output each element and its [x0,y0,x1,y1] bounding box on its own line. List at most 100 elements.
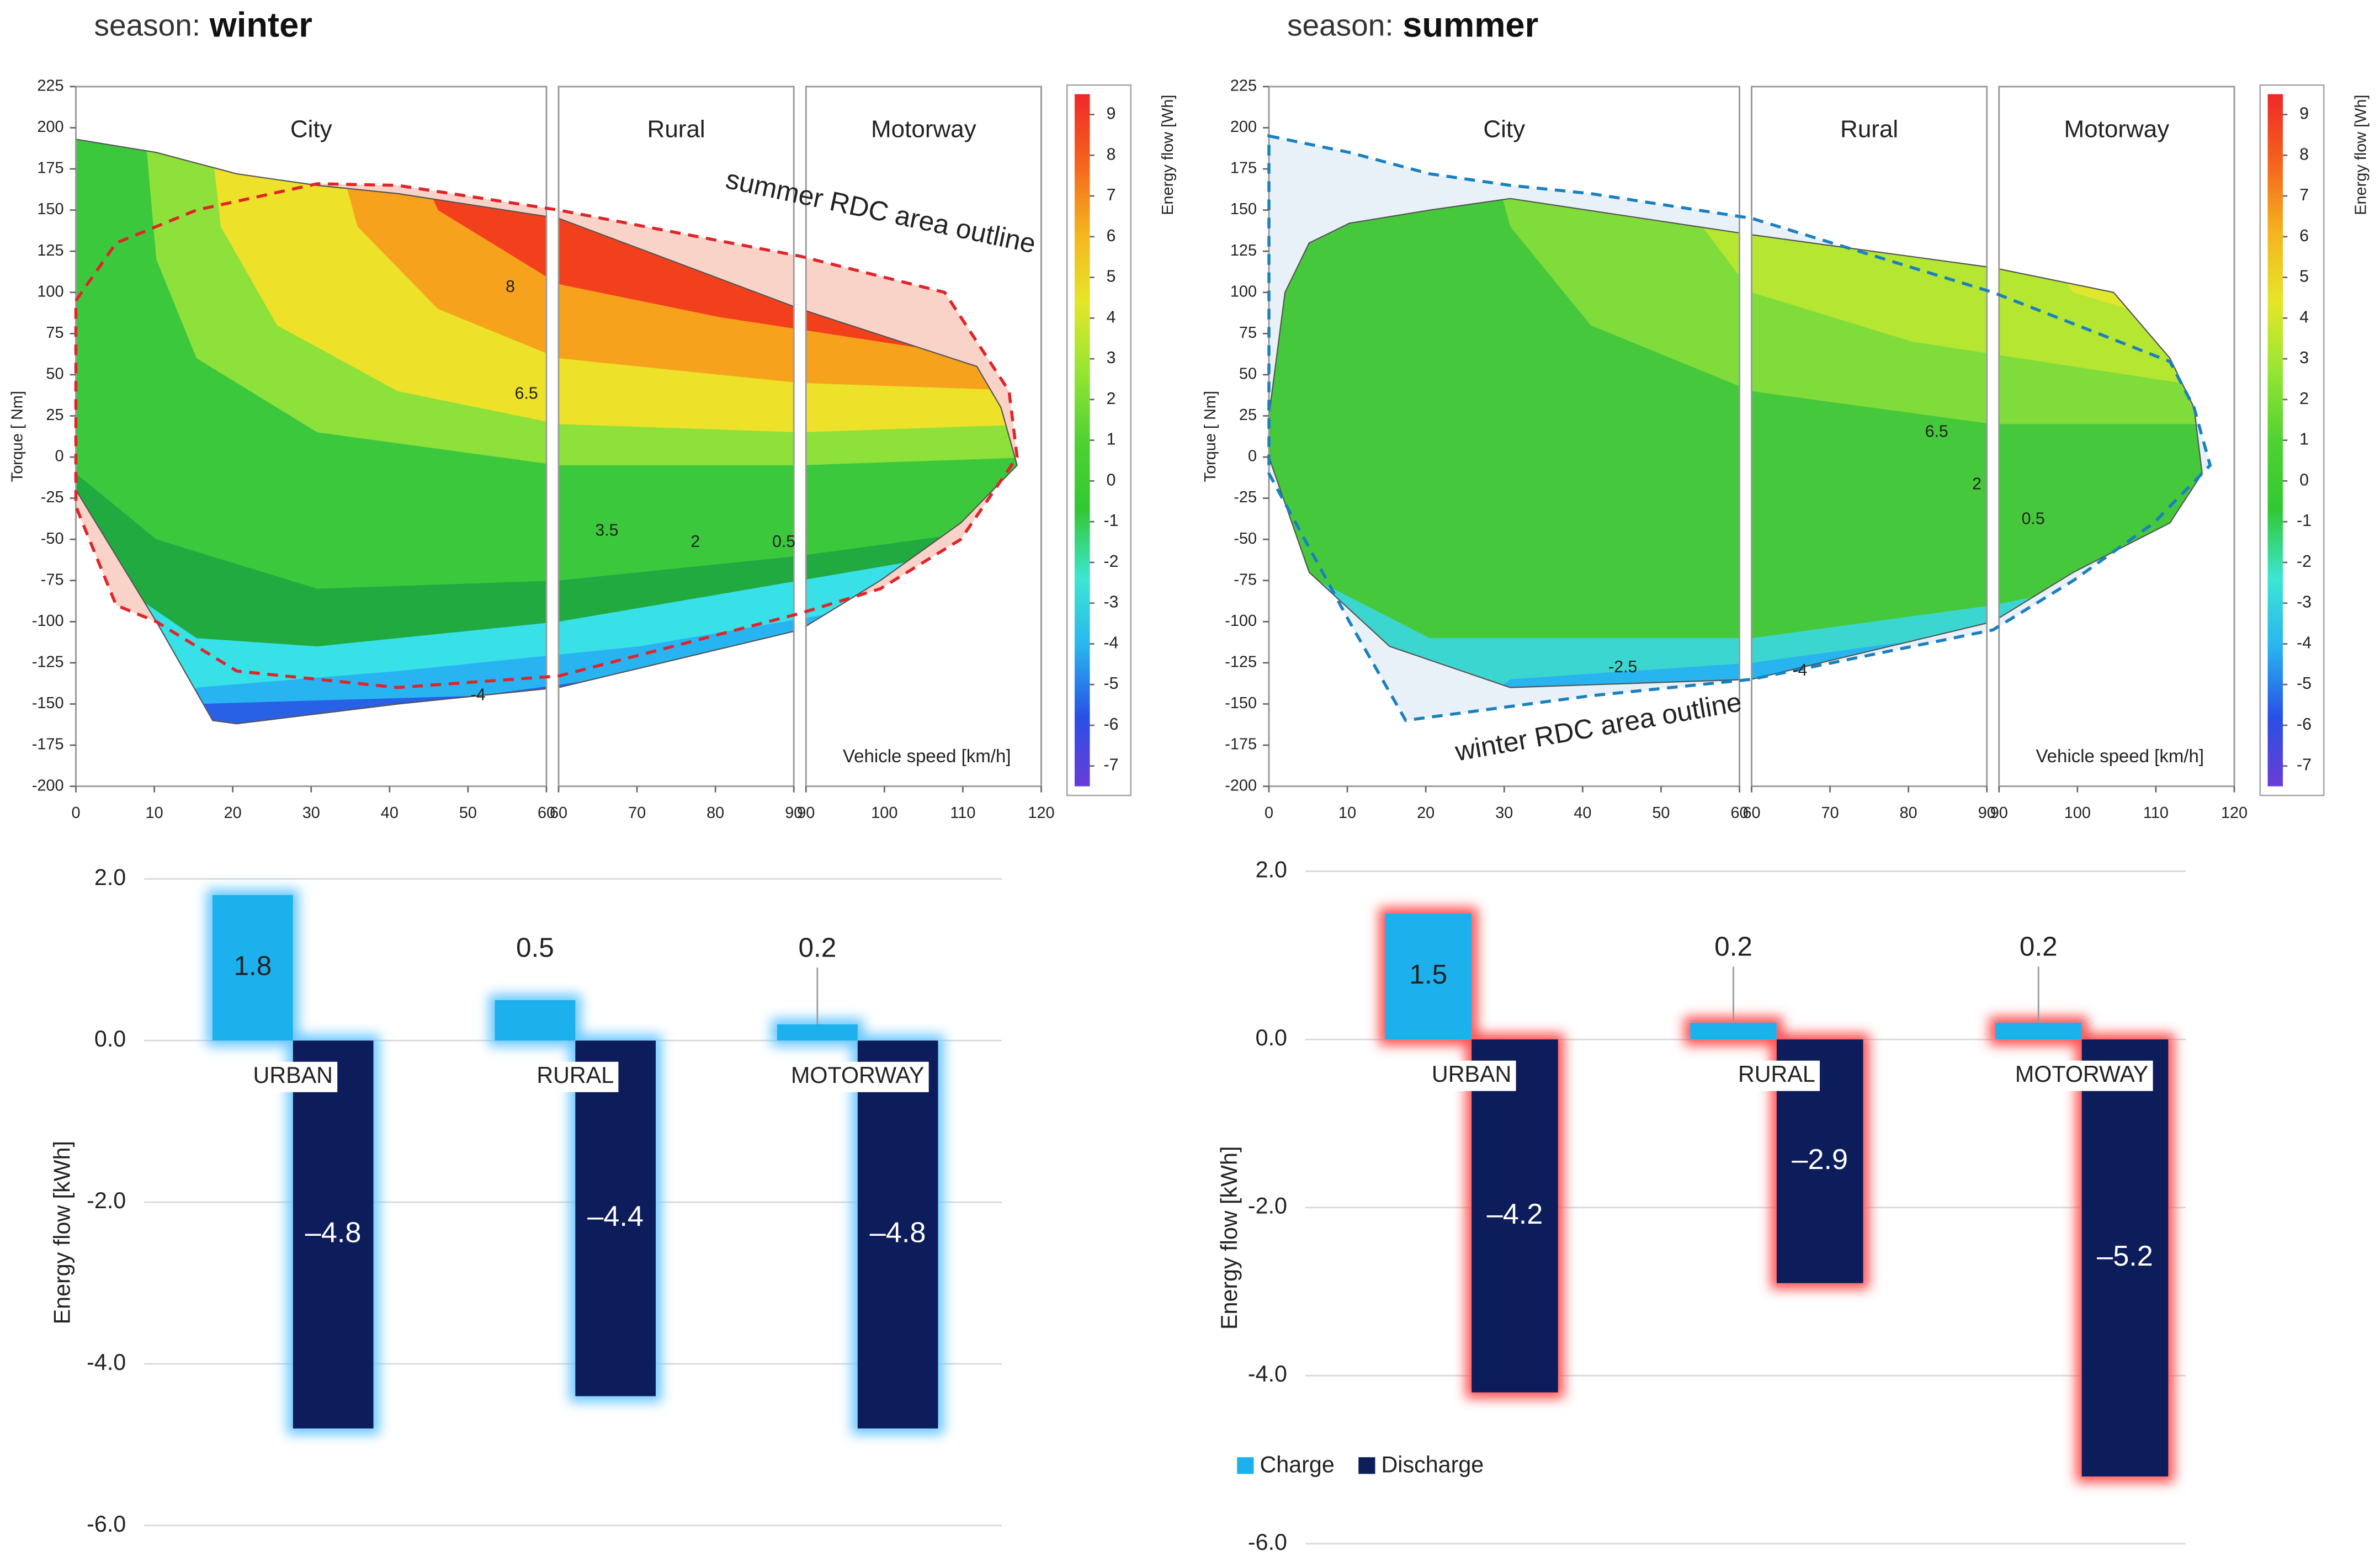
y-tick-label: -6.0 [87,1511,126,1537]
colorbar-tick-label: -6 [1104,715,1119,734]
x-tick-label: 20 [1417,804,1435,822]
y-tick-label: -125 [32,654,64,671]
section-gap [547,85,558,788]
colorbar-tick-label: 9 [2299,104,2309,123]
category-label: MOTORWAY [2015,1061,2148,1087]
section-border [557,86,795,787]
x-tick-label: 60 [550,804,567,822]
y-tick-label: -25 [41,488,64,506]
colorbar-tick-label: 6 [2299,227,2309,245]
y-tick-label: 125 [37,242,63,259]
section-label: City [290,115,332,142]
value-label: 0.2 [2020,931,2058,961]
y-tick-label: 2.0 [94,864,126,890]
colorbar-tick-label: -5 [2297,674,2312,693]
section-gap [794,85,805,788]
section-label: Motorway [871,115,976,142]
y-tick-label: -2.0 [87,1188,126,1213]
section-label: Rural [1840,115,1898,142]
colorbar-tick-label: 1 [1107,431,1116,449]
x-tick-label: 90 [785,804,803,822]
category-label: URBAN [253,1062,333,1088]
y-tick-label: 2.0 [1256,857,1287,883]
value-label: –4.8 [870,1216,926,1248]
y-tick-label: -100 [32,612,64,630]
section-gap [1740,85,1751,788]
section-border [1998,86,2235,787]
legend-label: Discharge [1382,1452,1484,1478]
section-label: Rural [647,115,705,142]
colorbar-tick-label: -2 [2297,552,2312,571]
value-label: 1.5 [1409,959,1447,990]
y-axis-label: Torque [ Nm] [9,391,26,482]
y-tick-label: 225 [37,77,63,95]
colorbar-tick-label: 9 [1107,104,1116,123]
colorbar-tick-label: -1 [1104,512,1119,530]
contour-label: 6.5 [515,385,538,403]
colorbar-tick-label: -3 [2297,593,2312,612]
y-tick-label: -100 [1225,612,1257,630]
y-axis-label: Torque [ Nm] [1202,391,1219,482]
colorbar-tick-label: 2 [2299,390,2309,408]
colorbar-label: Energy flow [Wh] [2352,95,2370,215]
x-tick-label: 60 [538,804,555,822]
colorbar-tick-label: 6 [1107,227,1116,245]
section-label: Motorway [2064,115,2170,142]
value-label: –5.2 [2097,1240,2153,1272]
x-tick-label: 90 [1978,804,1996,822]
bar [777,1024,858,1041]
x-tick-label: 20 [224,804,242,822]
x-tick-label: 10 [146,804,163,822]
x-tick-label: 100 [2064,804,2091,822]
x-tick-label: 110 [950,804,975,822]
section-border [805,86,1042,787]
x-tick-label: 90 [1990,804,2008,822]
x-tick-label: 40 [381,804,399,822]
y-tick-label: 125 [1230,242,1257,259]
y-tick-label: 225 [1230,77,1257,95]
value-label: –4.2 [1487,1198,1543,1230]
y-tick-label: 200 [37,118,63,136]
y-tick-label: -75 [41,571,64,588]
colorbar-tick-label: 3 [2299,349,2309,367]
legend-swatch [1358,1457,1375,1474]
colorbar-tick-label: 5 [2299,268,2309,286]
colorbar-tick-label: 4 [1107,308,1116,326]
colorbar-tick-label: 7 [1107,186,1116,204]
value-label: 0.2 [798,932,836,963]
colorbar-tick-label: -2 [1104,552,1119,571]
y-tick-label: 0.0 [1256,1025,1287,1050]
y-tick-label: 75 [46,324,63,342]
y-tick-label: 75 [1239,324,1257,342]
y-tick-label: -200 [1225,777,1257,794]
contour-label: 2 [1972,475,1981,493]
y-tick-label: 100 [1230,283,1257,300]
category-label-bg [2010,1060,2153,1091]
y-tick-label: 175 [1230,160,1257,177]
colorbar [2267,94,2283,787]
value-label: –2.9 [1792,1144,1848,1176]
y-axis-label: Energy flow [kWh] [1216,1146,1242,1330]
y-tick-label: 100 [37,283,63,300]
colorbar-tick-label: -5 [1104,674,1119,693]
x-tick-label: 80 [1900,804,1917,822]
category-label-bg [532,1061,619,1092]
y-tick-label: 0 [55,448,63,465]
y-tick-label: -75 [1234,571,1257,588]
category-label-bg [786,1061,929,1092]
colorbar-tick-label: 8 [2299,145,2309,163]
section-border [1751,86,1988,787]
value-label: –4.8 [305,1216,362,1248]
y-axis-label: Energy flow [kWh] [49,1141,75,1324]
x-tick-label: 50 [1652,804,1670,822]
y-tick-label: -125 [1225,654,1257,671]
y-tick-label: 200 [1230,118,1257,136]
bar [575,1040,656,1396]
bar [1690,1022,1777,1040]
x-tick-label: 60 [1742,804,1760,822]
colorbar-tick-label: -4 [1104,634,1119,652]
contour-label: -2.5 [1608,658,1637,676]
x-tick-label: 30 [1495,804,1513,822]
x-axis-label: Vehicle speed [km/h] [2036,746,2204,766]
